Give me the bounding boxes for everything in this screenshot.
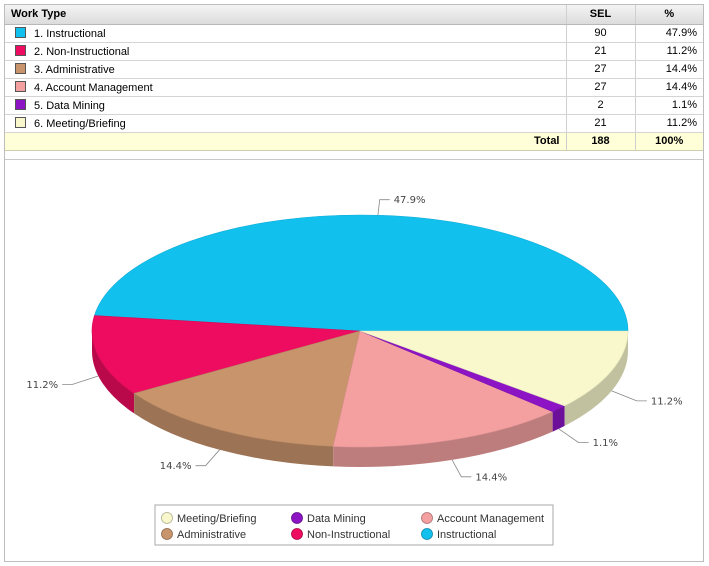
total-label: Total [5, 132, 566, 151]
color-swatch-icon [15, 44, 26, 56]
row-pct: 11.2% [634, 42, 703, 61]
legend-label: Data Mining [307, 513, 366, 525]
legend-pie-icon [161, 512, 173, 524]
pie-slice-side [134, 393, 334, 467]
row-pct: 14.4% [634, 60, 703, 79]
row-work-type: 2. Non-Instructional [5, 42, 566, 61]
color-swatch-icon [15, 116, 26, 128]
legend-item[interactable]: Meeting/Briefing [161, 512, 257, 526]
row-pct: 1.1% [634, 96, 703, 115]
row-pct: 47.9% [634, 24, 703, 43]
row-work-type: 3. Administrative [5, 60, 566, 79]
row-sel: 90 [565, 24, 635, 43]
color-swatch-icon [15, 26, 26, 38]
header-sel[interactable]: SEL [565, 5, 635, 25]
data-label-leader [377, 199, 390, 216]
color-swatch-icon [15, 62, 26, 74]
row-label: 5. Data Mining [34, 99, 105, 112]
legend-item[interactable]: Data Mining [291, 512, 366, 526]
legend-item[interactable]: Account Management [421, 512, 545, 526]
total-pct: 100% [634, 132, 703, 151]
row-work-type: 5. Data Mining [5, 96, 566, 115]
table-row[interactable]: 3. Administrative 27 14.4% [5, 60, 703, 79]
row-label: 3. Administrative [34, 63, 115, 76]
data-label-leader [611, 390, 647, 402]
table-row[interactable]: 1. Instructional 90 47.9% [5, 24, 703, 43]
legend-pie-icon [421, 528, 433, 540]
header-pct[interactable]: % [634, 5, 703, 25]
row-work-type: 6. Meeting/Briefing [5, 114, 566, 133]
data-label-leader [195, 449, 220, 467]
legend-pie-icon [421, 512, 433, 524]
pie-chart: 47.9% 11.2% 14.4% 14.4% 1.1% 11.2% Meeting/Br… [26, 195, 683, 546]
pie-slice-non-instructional[interactable] [91, 315, 361, 394]
row-sel: 21 [565, 114, 635, 133]
pie-slice-side [92, 331, 135, 414]
row-sel: 2 [565, 96, 635, 115]
color-swatch-icon [15, 98, 26, 110]
pie-slice-side [564, 331, 628, 426]
row-label: 1. Instructional [34, 27, 106, 40]
total-sel: 188 [565, 132, 635, 151]
row-label: 4. Account Management [34, 81, 153, 94]
chart-legend: Meeting/Briefing Data Mining Account Manag… [154, 504, 554, 546]
data-label: 47.9% [394, 195, 426, 206]
data-label: 14.4% [160, 461, 192, 472]
row-label: 6. Meeting/Briefing [34, 117, 126, 130]
legend-label: Account Management [437, 513, 544, 525]
row-pct: 14.4% [634, 78, 703, 97]
row-sel: 27 [565, 78, 635, 97]
legend-label: Instructional [437, 529, 496, 541]
data-label: 14.4% [475, 472, 507, 483]
pie-slice-meeting-briefing[interactable] [359, 330, 629, 407]
table-row[interactable]: 4. Account Management 27 14.4% [5, 78, 703, 97]
row-sel: 27 [565, 60, 635, 79]
pie-slice-side [333, 411, 553, 467]
report-panel: Work Type SEL % 1. Instructional 90 47.9% 2… [4, 4, 704, 562]
row-pct: 11.2% [634, 114, 703, 133]
legend-label: Non-Instructional [307, 529, 390, 541]
total-row: Total 188 100% [5, 132, 703, 151]
data-label: 11.2% [651, 396, 683, 407]
table-row[interactable]: 6. Meeting/Briefing 21 11.2% [5, 114, 703, 133]
header-work-type[interactable]: Work Type [5, 5, 566, 25]
table-row[interactable]: 5. Data Mining 2 1.1% [5, 96, 703, 115]
color-swatch-icon [15, 80, 26, 92]
row-work-type: 1. Instructional [5, 24, 566, 43]
table-header-row: Work Type SEL % [5, 5, 703, 25]
data-label: 11.2% [26, 380, 58, 391]
legend-label: Meeting/Briefing [177, 513, 257, 525]
pie-chart-area: 47.9% 11.2% 14.4% 14.4% 1.1% 11.2% Meeting/Br… [5, 159, 703, 562]
row-work-type: 4. Account Management [5, 78, 566, 97]
legend-item[interactable]: Instructional [421, 528, 497, 542]
row-sel: 21 [565, 42, 635, 61]
data-label-leader [558, 428, 589, 443]
pie-slice-administrative[interactable] [133, 330, 361, 447]
legend-label: Administrative [177, 529, 246, 541]
data-label-leader [62, 375, 99, 385]
legend-item[interactable]: Administrative [161, 528, 247, 542]
data-label: 1.1% [593, 438, 618, 449]
data-label-leader [451, 459, 472, 478]
pie-slice-instructional[interactable] [93, 214, 629, 332]
legend-pie-icon [291, 512, 303, 524]
legend-item[interactable]: Non-Instructional [291, 528, 391, 542]
pie-slice-side [552, 405, 565, 432]
pie-slice-account-management[interactable] [332, 330, 554, 448]
row-label: 2. Non-Instructional [34, 45, 130, 58]
legend-pie-icon [161, 528, 173, 540]
legend-pie-icon [291, 528, 303, 540]
table-row[interactable]: 2. Non-Instructional 21 11.2% [5, 42, 703, 61]
legend-box [154, 504, 554, 546]
work-type-table: Work Type SEL % 1. Instructional 90 47.9% 2… [5, 5, 703, 151]
